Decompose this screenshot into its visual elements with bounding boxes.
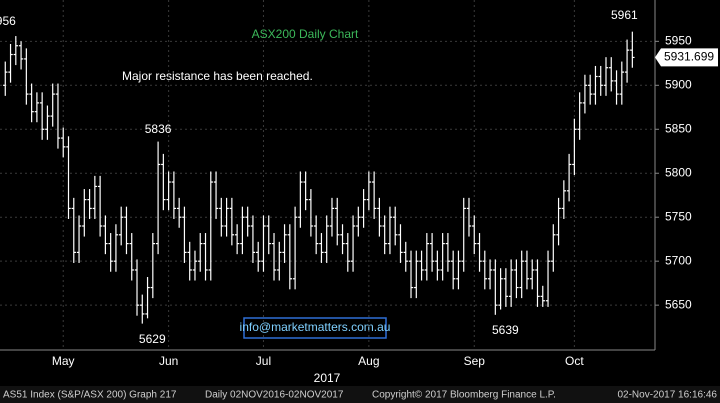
- footer-range: Daily 02NOV2016-02NOV2017: [205, 390, 344, 401]
- contact-box: [243, 317, 387, 339]
- x-axis-label: 2017: [314, 371, 341, 385]
- x-tick-label: Sep: [464, 354, 486, 368]
- x-tick-label: Oct: [565, 354, 584, 368]
- x-tick-label: Aug: [358, 354, 379, 368]
- extreme-label: 5961: [611, 8, 638, 22]
- x-tick-label: Jul: [256, 354, 271, 368]
- extreme-label: 5956: [0, 14, 16, 28]
- extreme-label: 5836: [145, 122, 172, 136]
- y-tick-label: 5850: [665, 121, 692, 135]
- y-tick-label: 5900: [665, 77, 692, 91]
- x-tick-label: May: [52, 354, 75, 368]
- last-price-label: 5931.699: [664, 50, 714, 64]
- extreme-label: 5629: [139, 332, 166, 346]
- annotation: Major resistance has been reached.: [122, 69, 313, 83]
- y-tick-label: 5650: [665, 297, 692, 311]
- last-price-tag: [655, 48, 718, 67]
- contact: info@marketmatters.com.au: [240, 320, 391, 334]
- x-tick-label: Jun: [159, 354, 178, 368]
- footer-ticker: AS51 Index (S&P/ASX 200) Graph 217: [3, 390, 177, 401]
- footer-timestamp: 02-Nov-2017 16:16:46: [617, 390, 717, 401]
- footer-bar: [0, 386, 720, 403]
- footer-copyright: Copyright© 2017 Bloomberg Finance L.P.: [372, 390, 556, 401]
- extreme-label: 5639: [492, 323, 519, 337]
- y-tick-label: 5950: [665, 34, 692, 48]
- chart-title: ASX200 Daily Chart: [252, 27, 359, 41]
- y-tick-label: 5800: [665, 165, 692, 179]
- y-tick-label: 5750: [665, 209, 692, 223]
- y-tick-label: 5700: [665, 253, 692, 267]
